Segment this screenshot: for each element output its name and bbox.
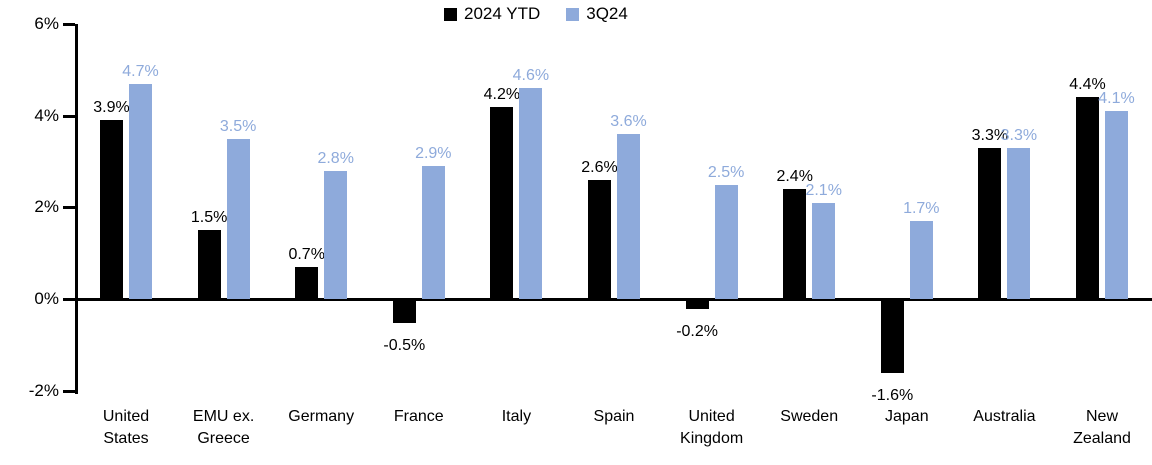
bar-3q24-united-states	[129, 83, 152, 299]
value-label-3q24-emu-ex-greece: 3.5%	[219, 117, 257, 135]
category-label-new-zealand: New Zealand	[1073, 408, 1131, 447]
category-label-spain: Spain	[593, 408, 635, 425]
value-label-2024-ytd-spain: 2.6%	[581, 158, 618, 176]
value-label-3q24-japan: 1.7%	[903, 200, 940, 218]
category-label-united-kingdom: United Kingdom	[680, 408, 744, 447]
category-label-emu-ex-greece: EMU ex. Greece	[192, 408, 255, 447]
category-label-sweden: Sweden	[780, 408, 839, 425]
value-label-3q24-new-zealand: 4.1%	[1098, 90, 1135, 108]
bar-3q24-new-zealand	[1105, 111, 1128, 299]
value-label-3q24-spain: 3.6%	[610, 113, 647, 131]
y-axis-line	[75, 24, 78, 394]
bar-3q24-united-kingdom	[714, 184, 738, 299]
category-label-germany: Germany	[288, 408, 355, 425]
bar-3q24-germany	[324, 170, 348, 299]
value-label-3q24-germany: 2.8%	[317, 149, 354, 167]
y-tick-label-2: 2%	[34, 197, 59, 217]
y-tick--2	[63, 389, 75, 393]
y-tick-label--2: -2%	[28, 380, 59, 400]
category-label-japan: Japan	[885, 408, 929, 425]
bar-2024-ytd-italy	[490, 106, 514, 299]
bar-2024-ytd-emu-ex-greece	[197, 230, 221, 299]
category-label-france: France	[393, 408, 444, 425]
bar-3q24-italy	[519, 88, 543, 299]
bar-2024-ytd-japan	[880, 300, 904, 374]
value-label-2024-ytd-australia: 3.3%	[971, 126, 1009, 144]
y-tick-6	[63, 23, 75, 27]
value-label-3q24-france: 2.9%	[415, 145, 452, 163]
bar-2024-ytd-sweden	[783, 189, 807, 299]
legend-item-2024-ytd: 2024 YTD	[444, 4, 540, 24]
bar-3q24-japan	[909, 221, 933, 299]
bar-2024-ytd-united-states	[100, 120, 123, 299]
bar-3q24-emu-ex-greece	[226, 138, 250, 299]
value-label-2024-ytd-sweden: 2.4%	[776, 168, 813, 186]
bar-2024-ytd-united-kingdom	[685, 300, 709, 310]
value-label-2024-ytd-france: -0.5%	[383, 336, 426, 354]
y-tick-label-6: 6%	[34, 14, 59, 34]
bar-2024-ytd-germany	[295, 266, 319, 299]
bar-2024-ytd-new-zealand	[1076, 97, 1099, 299]
value-label-2024-ytd-united-states: 3.9%	[93, 99, 130, 117]
chart-legend: 2024 YTD 3Q24	[444, 4, 628, 24]
legend-label-2024-ytd: 2024 YTD	[464, 4, 541, 23]
category-label-australia: Australia	[973, 408, 1036, 425]
bar-3q24-france	[421, 166, 445, 299]
legend-swatch-2024-ytd	[444, 7, 457, 21]
value-label-3q24-sweden: 2.1%	[805, 181, 842, 199]
y-tick-0	[63, 298, 75, 301]
value-label-3q24-australia: 3.3%	[1000, 126, 1038, 144]
value-label-2024-ytd-italy: 4.2%	[483, 85, 521, 103]
value-label-2024-ytd-emu-ex-greece: 1.5%	[190, 209, 228, 227]
y-tick-2	[63, 206, 75, 210]
value-label-2024-ytd-japan: -1.6%	[871, 387, 914, 405]
bar-3q24-sweden	[812, 202, 836, 299]
bar-3q24-australia	[1007, 147, 1031, 299]
value-label-3q24-united-states: 4.7%	[122, 62, 159, 80]
bar-2024-ytd-australia	[978, 147, 1002, 299]
category-label-italy: Italy	[501, 408, 532, 425]
value-label-3q24-italy: 4.6%	[512, 67, 550, 85]
value-label-2024-ytd-new-zealand: 4.4%	[1069, 76, 1106, 94]
value-label-2024-ytd-united-kingdom: -0.2%	[676, 323, 718, 341]
y-tick-label-4: 4%	[34, 105, 59, 125]
legend-item-3q24: 3Q24	[566, 4, 628, 24]
bar-2024-ytd-spain	[588, 179, 611, 299]
value-label-2024-ytd-germany: 0.7%	[288, 245, 325, 263]
x-axis-baseline	[75, 298, 1152, 301]
legend-label-3q24: 3Q24	[586, 4, 628, 23]
y-tick-label-0: 0%	[34, 289, 59, 308]
bar-3q24-spain	[617, 134, 640, 299]
y-tick-4	[63, 114, 75, 118]
bar-2024-ytd-france	[392, 300, 416, 323]
legend-swatch-3q24	[566, 7, 580, 21]
category-label-united-states: United States	[102, 408, 150, 447]
value-label-3q24-united-kingdom: 2.5%	[707, 163, 745, 181]
